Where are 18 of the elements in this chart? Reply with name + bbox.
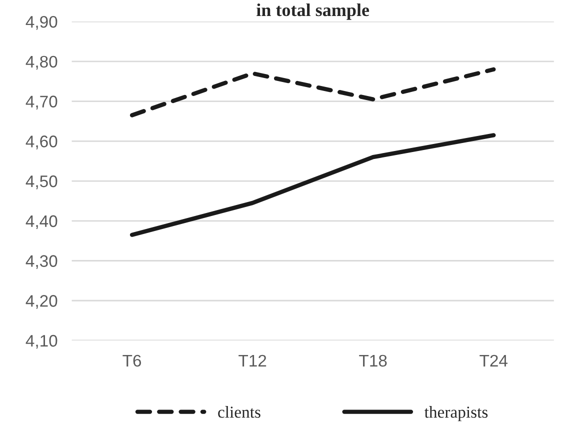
- x-tick-label: T6: [122, 354, 142, 367]
- y-tick-label: 4,40: [26, 215, 58, 230]
- x-tick-label: T12: [238, 354, 266, 366]
- line-series: [130, 133, 496, 237]
- chart-title: in total sample: [256, 3, 370, 20]
- y-tick-label: 4,50: [26, 175, 58, 190]
- y-tick-label: 4,90: [26, 16, 58, 30]
- y-tick-label: 4,60: [26, 136, 58, 150]
- y-tick-label: 4,10: [26, 334, 58, 349]
- legend-label: therapists: [424, 406, 488, 422]
- y-tick-label: 4,80: [26, 56, 58, 70]
- y-tick-label: 4,20: [26, 295, 58, 309]
- line-series: [130, 67, 496, 118]
- y-tick-label: 4,30: [26, 255, 58, 269]
- y-tick-label: 4,70: [26, 96, 58, 110]
- legend-label: clients: [218, 406, 260, 418]
- x-tick-label: T18: [359, 354, 387, 367]
- x-tick-label: T24: [480, 354, 508, 366]
